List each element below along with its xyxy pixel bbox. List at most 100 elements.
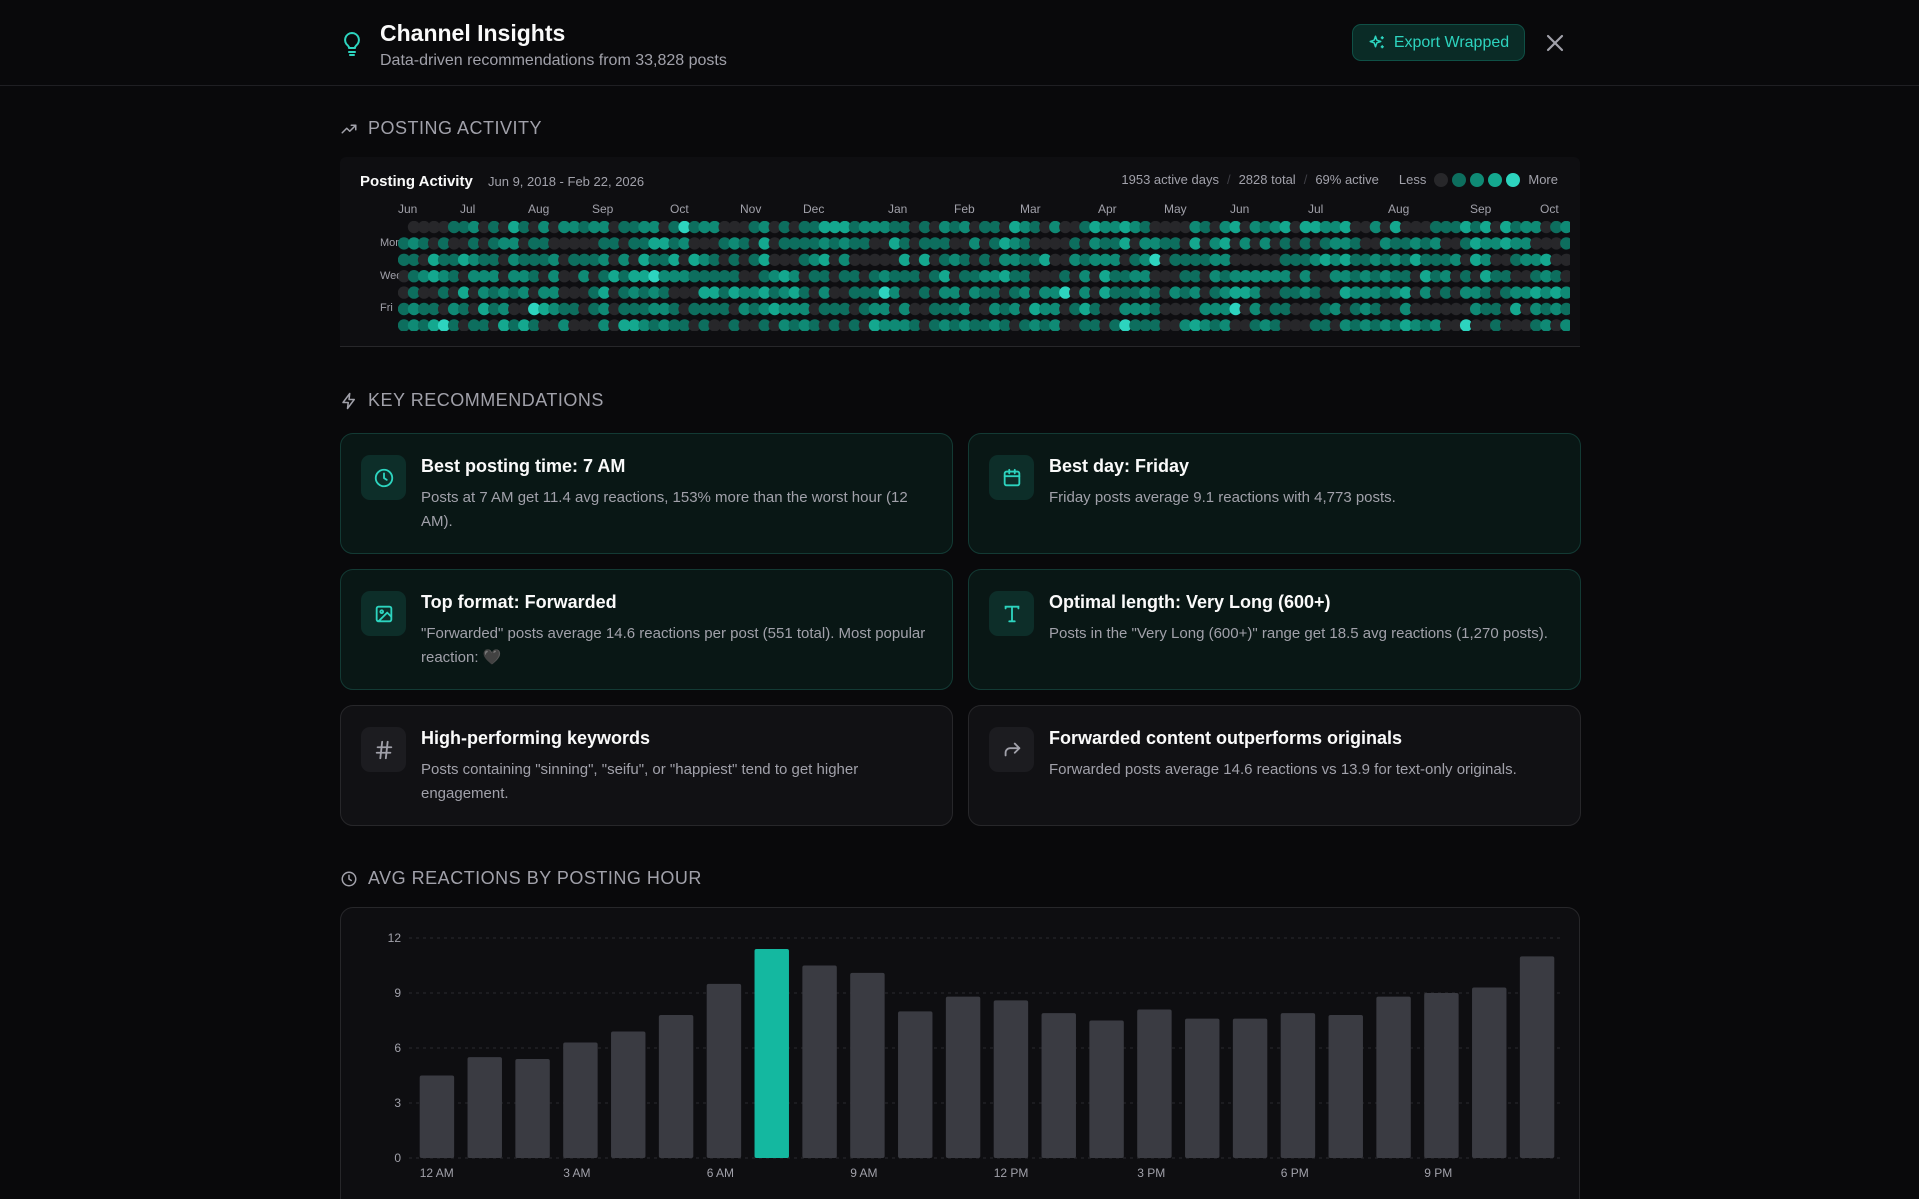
activity-day-cell[interactable]: [978, 253, 992, 266]
activity-day-cell[interactable]: [427, 270, 441, 283]
activity-day-cell[interactable]: [588, 270, 601, 283]
activity-day-cell[interactable]: [1510, 302, 1523, 316]
close-icon[interactable]: [1542, 30, 1568, 56]
activity-day-cell[interactable]: [1550, 253, 1563, 266]
activity-day-cell[interactable]: [437, 319, 451, 331]
activity-day-cell[interactable]: [1219, 302, 1232, 316]
activity-day-cell[interactable]: [1099, 302, 1112, 316]
activity-day-cell[interactable]: [838, 253, 852, 266]
activity-day-cell[interactable]: [1229, 221, 1242, 234]
activity-day-cell[interactable]: [968, 319, 982, 331]
activity-day-cell[interactable]: [1119, 253, 1132, 266]
activity-day-cell[interactable]: [477, 286, 491, 299]
activity-day-cell[interactable]: [1469, 221, 1483, 234]
activity-day-cell[interactable]: [1119, 270, 1132, 283]
activity-day-cell[interactable]: [1179, 221, 1192, 234]
activity-day-cell[interactable]: [467, 270, 481, 283]
activity-day-cell[interactable]: [1299, 286, 1312, 299]
activity-day-cell[interactable]: [1289, 302, 1302, 316]
activity-day-cell[interactable]: [638, 319, 651, 331]
activity-day-cell[interactable]: [638, 221, 651, 234]
activity-day-cell[interactable]: [1409, 286, 1423, 299]
activity-day-cell[interactable]: [858, 270, 872, 283]
activity-day-cell[interactable]: [878, 270, 892, 283]
activity-day-cell[interactable]: [1229, 302, 1242, 316]
activity-day-cell[interactable]: [1309, 270, 1323, 283]
activity-day-cell[interactable]: [1149, 302, 1162, 316]
activity-day-cell[interactable]: [1119, 319, 1132, 331]
activity-day-cell[interactable]: [678, 270, 691, 283]
activity-day-cell[interactable]: [718, 221, 731, 234]
activity-day-cell[interactable]: [658, 302, 671, 316]
activity-day-cell[interactable]: [818, 319, 832, 331]
activity-day-cell[interactable]: [1289, 319, 1302, 331]
activity-day-cell[interactable]: [1109, 237, 1122, 250]
activity-day-cell[interactable]: [437, 270, 451, 283]
activity-day-cell[interactable]: [768, 237, 781, 250]
activity-day-cell[interactable]: [1359, 319, 1373, 331]
activity-day-cell[interactable]: [828, 253, 842, 266]
hour-bar[interactable]: [898, 1011, 933, 1158]
activity-day-cell[interactable]: [1339, 286, 1353, 299]
activity-day-cell[interactable]: [718, 253, 731, 266]
activity-day-cell[interactable]: [1349, 319, 1363, 331]
activity-day-cell[interactable]: [708, 270, 721, 283]
activity-day-cell[interactable]: [848, 253, 862, 266]
activity-day-cell[interactable]: [1229, 319, 1242, 331]
activity-day-cell[interactable]: [1249, 302, 1262, 316]
activity-day-cell[interactable]: [477, 221, 491, 234]
activity-day-cell[interactable]: [1249, 319, 1262, 331]
activity-day-cell[interactable]: [1029, 319, 1042, 331]
activity-day-cell[interactable]: [1009, 237, 1022, 250]
activity-day-cell[interactable]: [708, 319, 721, 331]
activity-day-cell[interactable]: [1419, 237, 1433, 250]
activity-day-cell[interactable]: [1319, 221, 1333, 234]
activity-day-cell[interactable]: [1099, 253, 1112, 266]
activity-day-cell[interactable]: [1439, 286, 1453, 299]
activity-day-cell[interactable]: [1379, 319, 1393, 331]
activity-day-cell[interactable]: [1209, 253, 1222, 266]
activity-day-cell[interactable]: [1269, 237, 1282, 250]
activity-day-cell[interactable]: [1049, 302, 1062, 316]
activity-day-cell[interactable]: [578, 286, 591, 299]
activity-day-cell[interactable]: [1059, 319, 1072, 331]
activity-day-cell[interactable]: [1379, 270, 1393, 283]
activity-day-cell[interactable]: [1079, 253, 1092, 266]
activity-day-cell[interactable]: [1149, 319, 1162, 331]
activity-day-cell[interactable]: [1309, 221, 1323, 234]
activity-day-cell[interactable]: [798, 319, 811, 331]
activity-day-cell[interactable]: [1129, 253, 1142, 266]
activity-day-cell[interactable]: [1009, 286, 1022, 299]
activity-day-cell[interactable]: [548, 270, 561, 283]
activity-day-cell[interactable]: [1059, 302, 1072, 316]
activity-day-cell[interactable]: [738, 302, 751, 316]
activity-day-cell[interactable]: [1540, 319, 1553, 331]
activity-day-cell[interactable]: [618, 302, 631, 316]
activity-day-cell[interactable]: [1209, 319, 1222, 331]
activity-day-cell[interactable]: [638, 302, 651, 316]
activity-day-cell[interactable]: [1500, 270, 1513, 283]
activity-day-cell[interactable]: [838, 237, 852, 250]
activity-day-cell[interactable]: [678, 302, 691, 316]
activity-day-cell[interactable]: [467, 253, 481, 266]
activity-day-cell[interactable]: [868, 286, 882, 299]
activity-day-cell[interactable]: [558, 319, 571, 331]
activity-day-cell[interactable]: [1129, 302, 1142, 316]
activity-day-cell[interactable]: [1530, 302, 1543, 316]
activity-day-cell[interactable]: [1079, 221, 1092, 234]
activity-day-cell[interactable]: [1299, 302, 1312, 316]
activity-day-cell[interactable]: [1039, 237, 1052, 250]
activity-day-cell[interactable]: [578, 319, 591, 331]
activity-day-cell[interactable]: [1249, 253, 1262, 266]
activity-day-cell[interactable]: [538, 302, 551, 316]
activity-day-cell[interactable]: [1399, 319, 1413, 331]
hour-bar[interactable]: [1280, 1013, 1316, 1158]
activity-day-cell[interactable]: [1039, 319, 1052, 331]
activity-day-cell[interactable]: [1059, 286, 1072, 299]
activity-day-cell[interactable]: [938, 286, 952, 299]
activity-day-cell[interactable]: [758, 319, 771, 331]
activity-day-cell[interactable]: [427, 237, 441, 250]
activity-day-cell[interactable]: [1209, 302, 1222, 316]
activity-day-cell[interactable]: [618, 270, 631, 283]
activity-day-cell[interactable]: [1109, 319, 1122, 331]
